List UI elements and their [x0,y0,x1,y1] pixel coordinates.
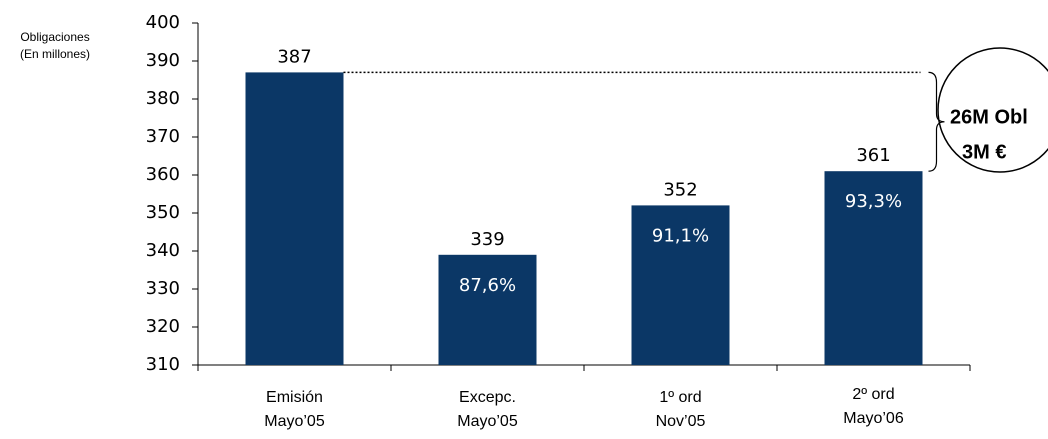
y-tick-label: 390 [146,50,180,71]
value-label: 361 [856,145,890,166]
percent-label: 93,3% [845,191,902,212]
bar [631,205,730,365]
y-tick-label: 370 [146,126,180,147]
annotation-circle [937,47,1048,173]
x-tick-label: 2º ord [852,386,894,403]
y-tick-label: 320 [146,316,180,337]
y-axis-label: Obligaciones [20,30,89,44]
brace [928,71,945,172]
value-label: 339 [470,229,504,250]
x-tick-label: Mayo’05 [457,413,518,430]
x-tick-label: Emisión [266,389,323,406]
value-label: 387 [277,46,311,67]
annotation-text: 3M € [962,141,1006,163]
y-tick-label: 340 [146,240,180,261]
y-tick-label: 360 [146,164,180,185]
y-tick-label: 350 [146,202,180,223]
y-axis-label: (En millones) [20,47,90,61]
y-tick-label: 310 [146,354,180,375]
percent-label: 87,6% [459,275,516,296]
x-tick-label: Excepc. [459,389,516,406]
x-tick-label: 1º ord [659,389,701,406]
value-label: 352 [663,179,697,200]
percent-label: 91,1% [652,225,709,246]
bar [438,254,537,365]
y-tick-label: 400 [146,12,180,33]
x-tick-label: Mayo’05 [264,413,325,430]
bar [245,72,344,366]
bar [824,171,923,365]
y-tick-label: 380 [146,88,180,109]
x-tick-label: Nov’05 [656,413,706,430]
annotation-text: 26M Obl [950,106,1028,128]
y-tick-label: 330 [146,278,180,299]
x-tick-label: Mayo’06 [843,410,904,427]
